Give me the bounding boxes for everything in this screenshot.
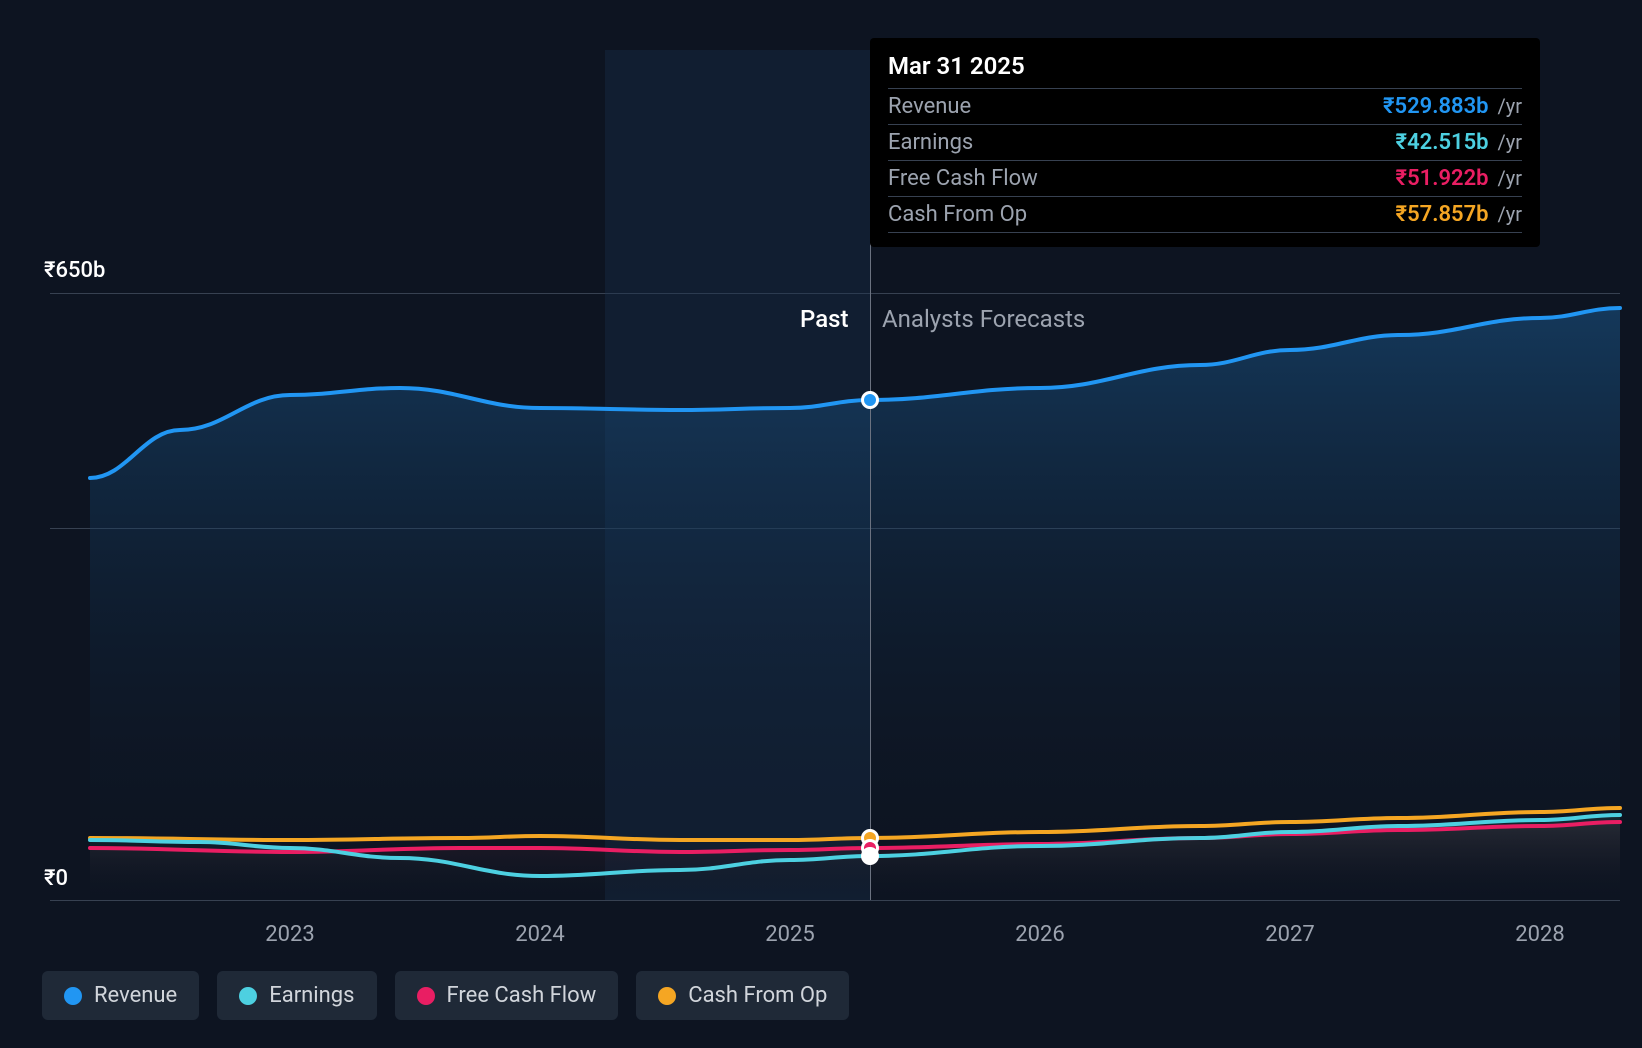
legend-dot-icon — [239, 987, 257, 1005]
past-label: Past — [800, 305, 848, 333]
marker-earnings — [861, 847, 879, 865]
x-tick-label: 2028 — [1515, 922, 1564, 947]
x-tick-label: 2026 — [1015, 922, 1064, 947]
tooltip-row: Free Cash Flow ₹51.922b /yr — [888, 160, 1522, 196]
series-fill-revenue — [90, 308, 1620, 900]
legend-dot-icon — [64, 987, 82, 1005]
legend-label: Cash From Op — [688, 983, 827, 1008]
tooltip-row-value: ₹57.857b /yr — [1396, 202, 1522, 227]
legend-label: Earnings — [269, 983, 354, 1008]
tooltip-row-label: Cash From Op — [888, 202, 1027, 227]
tooltip-row-label: Earnings — [888, 130, 973, 155]
legend-label: Free Cash Flow — [447, 983, 597, 1008]
legend-dot-icon — [417, 987, 435, 1005]
legend-item-free_cash_flow[interactable]: Free Cash Flow — [395, 971, 619, 1020]
legend-item-cash_from_op[interactable]: Cash From Op — [636, 971, 849, 1020]
x-tick-label: 2027 — [1265, 922, 1314, 947]
x-tick-label: 2023 — [265, 922, 314, 947]
legend-dot-icon — [658, 987, 676, 1005]
tooltip-row-value: ₹529.883b /yr — [1383, 94, 1522, 119]
tooltip-row-value: ₹51.922b /yr — [1396, 166, 1522, 191]
x-tick-label: 2024 — [515, 922, 564, 947]
tooltip-row-label: Free Cash Flow — [888, 166, 1038, 191]
tooltip-date: Mar 31 2025 — [888, 52, 1522, 88]
legend-item-revenue[interactable]: Revenue — [42, 971, 199, 1020]
legend-item-earnings[interactable]: Earnings — [217, 971, 376, 1020]
marker-revenue — [861, 391, 879, 409]
tooltip-row-label: Revenue — [888, 94, 971, 119]
legend: Revenue Earnings Free Cash Flow Cash From O… — [42, 971, 849, 1020]
legend-label: Revenue — [94, 983, 177, 1008]
tooltip-row: Earnings ₹42.515b /yr — [888, 124, 1522, 160]
tooltip: Mar 31 2025 Revenue ₹529.883b /yr Earnings… — [870, 38, 1540, 247]
forecast-label: Analysts Forecasts — [882, 305, 1085, 333]
financial-chart[interactable]: ₹650b ₹0 Past Analysts Forecasts 20 — [0, 0, 1642, 1048]
x-tick-label: 2025 — [765, 922, 814, 947]
tooltip-row: Cash From Op ₹57.857b /yr — [888, 196, 1522, 233]
tooltip-row-value: ₹42.515b /yr — [1396, 130, 1522, 155]
tooltip-row: Revenue ₹529.883b /yr — [888, 88, 1522, 124]
